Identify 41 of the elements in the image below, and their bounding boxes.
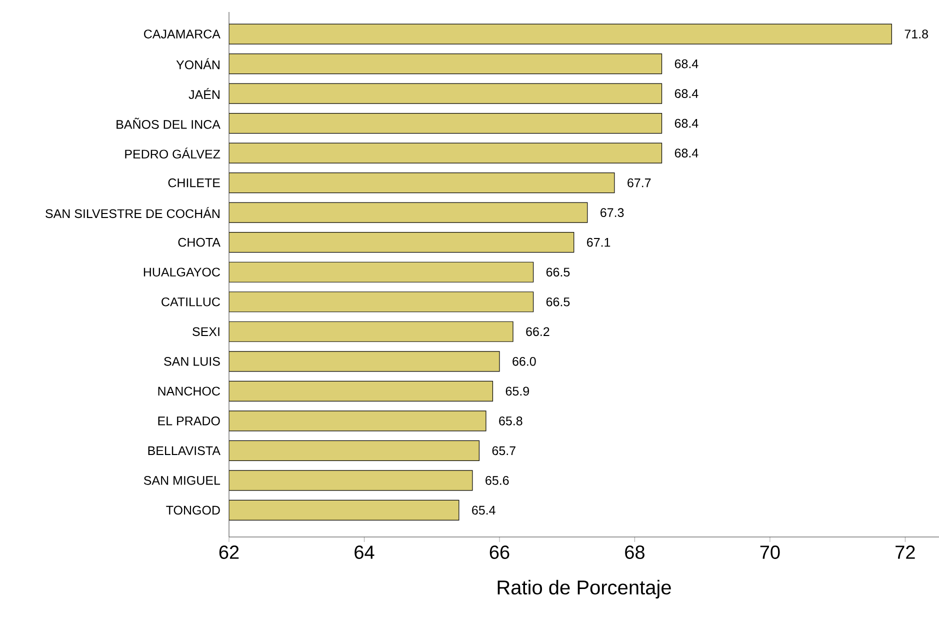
y-tick-label: EL PRADO [158, 416, 220, 426]
data-label: 68.4 [674, 148, 698, 158]
y-tick-label: SAN LUIS [164, 356, 220, 366]
y-tick-label: CHILETE [168, 178, 220, 188]
data-label: 67.7 [628, 178, 651, 188]
data-label: 66.5 [546, 297, 570, 306]
x-axis-title: Ratio de Porcentaje [498, 580, 671, 598]
data-label: 68.4 [674, 59, 698, 68]
y-tick-label: YONÁN [176, 58, 220, 70]
x-tick-label: 68 [625, 546, 644, 559]
x-tick-label: 66 [490, 546, 510, 559]
y-tick-label: SAN MIGUEL [144, 476, 220, 485]
data-label: 67.1 [587, 238, 610, 247]
data-label: 65.9 [506, 386, 529, 396]
data-label: 67.3 [600, 208, 624, 218]
y-tick-label: JAÉN [188, 88, 220, 100]
y-tick-label: CATILLUC [162, 297, 220, 306]
y-tick-label: SEXI [192, 327, 220, 336]
data-label: 65.7 [492, 446, 516, 456]
y-tick-label: SAN SILVESTRE DE COCHÁN [46, 207, 220, 218]
data-label: 65.4 [472, 506, 496, 515]
y-tick-label: TONGOD [166, 506, 220, 515]
y-tick-label: PEDRO GÁLVEZ [125, 148, 220, 159]
data-label: 68.4 [674, 89, 698, 98]
data-label: 68.4 [674, 118, 698, 128]
y-tick-label: CHOTA [178, 238, 220, 247]
y-tick-label: NANCHOC [158, 386, 220, 396]
y-tick-label: BAÑOS DEL INCA [116, 118, 220, 129]
data-label: 66.2 [526, 327, 550, 336]
data-label: 66.0 [512, 356, 536, 366]
data-label: 66.5 [546, 268, 570, 277]
x-tick-label: 62 [219, 546, 239, 559]
x-tick-label: 64 [354, 546, 374, 559]
y-tick-label: HUALGAYOC [144, 268, 220, 277]
y-tick-label: BELLAVISTA [148, 446, 220, 456]
y-tick-label: CAJAMARCA [144, 30, 220, 38]
data-label: 65.6 [486, 476, 509, 485]
x-tick-label: 70 [760, 546, 780, 559]
data-label: 65.8 [499, 416, 522, 426]
data-label: 71.8 [904, 30, 928, 38]
x-tick-label: 72 [896, 546, 915, 559]
